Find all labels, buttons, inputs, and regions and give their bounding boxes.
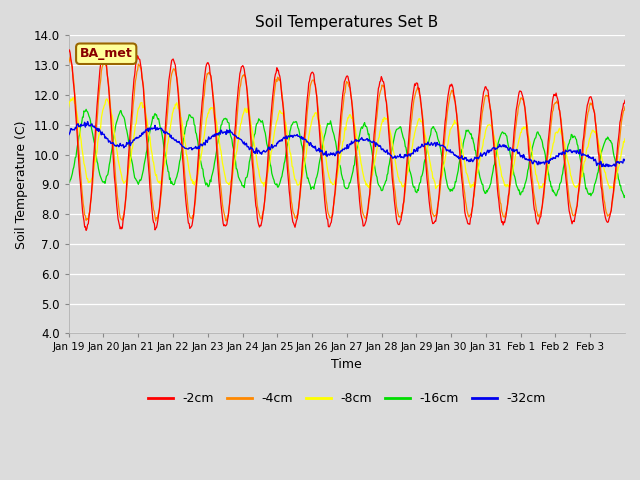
X-axis label: Time: Time [332,358,362,371]
Title: Soil Temperatures Set B: Soil Temperatures Set B [255,15,438,30]
Text: BA_met: BA_met [80,47,132,60]
Legend: -2cm, -4cm, -8cm, -16cm, -32cm: -2cm, -4cm, -8cm, -16cm, -32cm [143,387,551,410]
Y-axis label: Soil Temperature (C): Soil Temperature (C) [15,120,28,249]
